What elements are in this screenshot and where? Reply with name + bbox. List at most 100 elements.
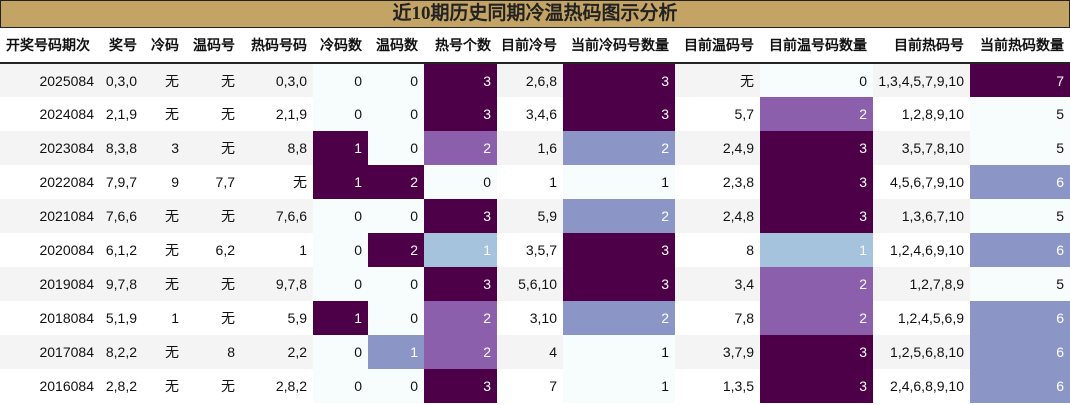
heat-cell: 6 xyxy=(970,301,1070,335)
heat-cell: 5 xyxy=(970,267,1070,301)
table-cell: 6,1,2 xyxy=(105,242,137,258)
table-cell: 无 xyxy=(143,267,185,301)
column-header: 目前冷号 xyxy=(497,28,563,64)
heat-cell: 5 xyxy=(970,97,1070,131)
table-cell: 1,2,4,6,9,10 xyxy=(890,242,964,258)
heat-cell: 2 xyxy=(760,97,873,131)
heat-cell: 6 xyxy=(970,369,1070,403)
table-cell: 7,6,6 xyxy=(100,199,143,233)
heat-cell: 0 xyxy=(313,369,368,403)
table-cell: 2,8,2 xyxy=(105,378,137,394)
heat-cell: 1 xyxy=(760,233,873,267)
heat-cell: 3 xyxy=(424,369,497,403)
heat-cell: 0 xyxy=(313,97,368,131)
heat-cell: 1 xyxy=(313,131,368,165)
column-header: 冷码数 xyxy=(313,28,368,64)
table-cell: 9,7,8 xyxy=(100,267,143,301)
table-cell: 1,3,4,5,7,9,10 xyxy=(873,63,970,97)
table-cell: 1,2,4,5,6,9 xyxy=(897,310,964,326)
table-cell: 5,7 xyxy=(734,106,754,122)
column-header: 目前热码号 xyxy=(873,28,970,64)
table-cell: 3,10 xyxy=(529,310,557,326)
table-cell: 1,3,6,7,10 xyxy=(873,199,970,233)
table-cell: 4 xyxy=(497,335,563,369)
table-cell: 无 xyxy=(221,310,235,326)
table-cell: 0,3,0 xyxy=(241,63,313,97)
header-row: 开奖号码期次 奖号 冷码 温码号 热码号码 冷码数 温码数 热号个数 目前冷号 当前冷码号数量 目前… xyxy=(0,28,1070,64)
table-row: 2025084 0,3,0 无无 0,3,0 0 0 3 2,6,8 3 无 0 1,3,4,5,7,… xyxy=(0,63,1070,97)
table-cell: 无 xyxy=(143,199,185,233)
table-cell: 5,9 xyxy=(497,199,563,233)
table-cell: 2024084 xyxy=(39,106,94,122)
table-cell: 无 xyxy=(185,63,241,97)
heat-cell: 1 xyxy=(368,335,424,369)
heat-cell: 0 xyxy=(313,267,368,301)
table-cell: 2023084 xyxy=(0,131,100,165)
column-header: 目前温码号 xyxy=(675,28,760,64)
table-cell: 3,5,7 xyxy=(525,242,557,258)
column-header: 奖号 xyxy=(100,28,143,64)
table-cell: 1,3,5 xyxy=(722,378,754,394)
column-header: 冷码 xyxy=(143,28,185,64)
table-cell: 1,2,7,8,9 xyxy=(873,267,970,301)
table-cell: 7,7 xyxy=(215,174,235,190)
heat-cell: 2 xyxy=(424,301,497,335)
table-cell: 2,4,8 xyxy=(675,199,760,233)
heat-cell: 0 xyxy=(368,63,424,97)
heat-cell: 3 xyxy=(760,335,873,369)
heat-cell: 3 xyxy=(563,233,675,267)
table-cell: 7,8 xyxy=(734,310,754,326)
heat-cell: 0 xyxy=(368,97,424,131)
table-cell: 8,3,8 xyxy=(100,131,143,165)
heat-cell: 2 xyxy=(563,131,675,165)
table-title: 近10期历史同期冷温热码图示分析 xyxy=(0,0,1070,28)
table-row: 2017084 8,2,2 无 8 2,2 0 1 2 4 1 3,7,9 3 1,2,5,6,8,10… xyxy=(0,335,1070,369)
column-header: 当前冷码号数量 xyxy=(563,28,675,64)
table-cell: 2,1,9 xyxy=(275,106,307,122)
heat-cell: 1 xyxy=(424,233,497,267)
heat-cell: 1 xyxy=(313,301,368,335)
table-cell: 无 xyxy=(185,199,241,233)
heat-cell: 0 xyxy=(368,369,424,403)
column-header: 当前热码数量 xyxy=(970,28,1070,64)
table-cell: 7,6,6 xyxy=(241,199,313,233)
heat-cell: 0 xyxy=(368,267,424,301)
table-cell: 2,8,2 xyxy=(275,378,307,394)
heat-cell: 2 xyxy=(368,165,424,199)
table-cell: 1 xyxy=(171,310,179,326)
heat-cell: 0 xyxy=(760,63,873,97)
heat-cell: 2 xyxy=(424,131,497,165)
table-cell: 8 xyxy=(746,242,754,258)
table-cell: 8 xyxy=(185,335,241,369)
heat-cell: 6 xyxy=(970,335,1070,369)
table-cell: 7 xyxy=(549,378,557,394)
table-cell: 无 xyxy=(165,378,179,394)
table-cell: 3,4,6 xyxy=(525,106,557,122)
table-cell: 2,1,9 xyxy=(105,106,137,122)
table-cell: 2017084 xyxy=(0,335,100,369)
table-cell: 无 xyxy=(143,63,185,97)
table-row: 2020084 6,1,2 无 6,2 1 0 2 1 3,5,7 3 8 1 1,2,4,6,9,10… xyxy=(0,233,1070,267)
table-cell: 无 xyxy=(293,174,307,190)
heat-cell: 1 xyxy=(563,369,675,403)
table-cell: 9 xyxy=(171,174,179,190)
column-header: 热码号码 xyxy=(241,28,313,64)
table-cell: 3 xyxy=(143,131,185,165)
table-row: 2023084 8,3,8 3 无 8,8 1 0 2 1,6 2 2,4,9 3 3,5,7,8,10… xyxy=(0,131,1070,165)
table-cell: 8,2,2 xyxy=(100,335,143,369)
heat-cell: 0 xyxy=(368,301,424,335)
table-cell: 9,7,8 xyxy=(241,267,313,301)
table-cell: 1,2,8,9,10 xyxy=(901,106,964,122)
table-cell: 2021084 xyxy=(0,199,100,233)
heat-cell: 2 xyxy=(424,335,497,369)
heat-cell: 0 xyxy=(368,131,424,165)
table-cell: 2,4,6,8,9,10 xyxy=(890,378,964,394)
table-cell: 7,9,7 xyxy=(105,174,137,190)
table-cell: 3,5,7,8,10 xyxy=(873,131,970,165)
heat-cell: 3 xyxy=(760,199,873,233)
table-cell: 3,4 xyxy=(675,267,760,301)
table-cell: 无 xyxy=(165,242,179,258)
table-cell: 2018084 xyxy=(39,310,94,326)
heat-cell: 1 xyxy=(563,335,675,369)
table-row: 2019084 9,7,8 无无 9,7,8 0 0 3 5,6,10 3 3,4 2 1,2,7,8… xyxy=(0,267,1070,301)
